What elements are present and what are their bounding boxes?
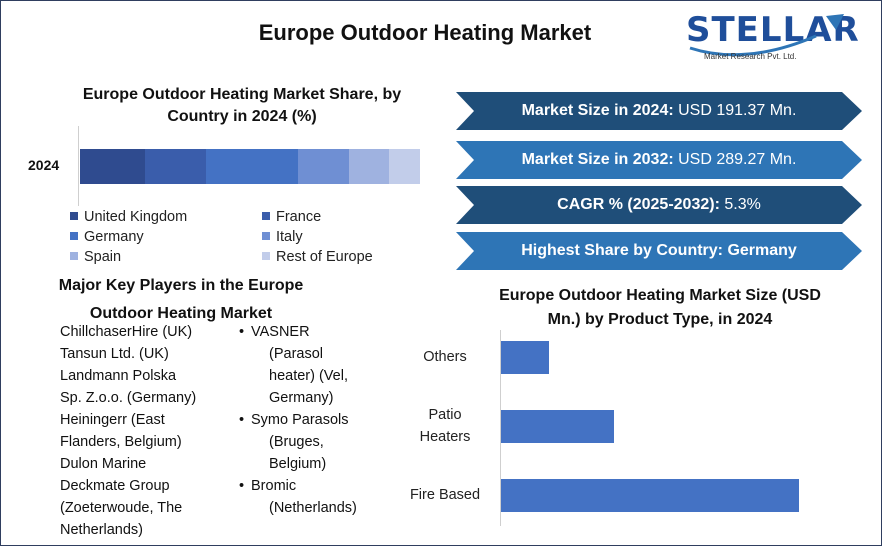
stat-banner-arrow-shape: [456, 141, 862, 179]
stat-banner: Highest Share by Country: Germany: [456, 232, 862, 270]
legend-item: Rest of Europe: [262, 249, 373, 265]
size-bar-label: Others: [395, 346, 495, 368]
legend-label: Rest of Europe: [276, 249, 373, 265]
key-player-item: • Symo Parasols (Bruges, Belgium): [237, 409, 377, 475]
stat-banner-arrow-shape: [456, 186, 862, 224]
key-players-title: Major Key Players in the Europe Outdoor …: [36, 272, 326, 328]
key-player-line: Bromic: [251, 478, 297, 494]
stat-value: USD 289.27 Mn.: [673, 151, 797, 168]
share-chart-axis: [78, 126, 79, 206]
key-player-line: Sp. Z.o.o. (Germany): [60, 390, 197, 406]
size-chart-axis: [500, 330, 501, 526]
legend-label: Germany: [84, 229, 144, 245]
key-player-line: Heiningerr (East: [60, 412, 165, 428]
stat-banner: Market Size in 2032: USD 289.27 Mn.: [456, 141, 862, 179]
legend-swatch: [70, 212, 78, 220]
size-bar-label: Patio Heaters: [395, 404, 495, 448]
stat-label: Market Size in 2032:: [521, 151, 674, 168]
key-player-line: VASNER: [251, 324, 310, 340]
key-players-title-line: Major Key Players in the Europe: [58, 277, 304, 294]
size-bar-label-line: Fire Based: [409, 487, 481, 503]
size-bar-label-line: Others: [423, 349, 467, 365]
key-players-list-2: • VASNER (Parasol heater) (Vel, Germany) • Sym…: [237, 321, 377, 519]
key-player-line: Symo Parasols: [251, 412, 349, 428]
legend-label: Spain: [84, 249, 122, 265]
size-bar-label: Fire Based: [395, 484, 495, 506]
key-player-line: (Parasol: [269, 346, 323, 362]
page-title: Europe Outdoor Heating Market: [258, 20, 592, 45]
share-bar-segment: [205, 149, 298, 184]
share-bar-segment: [389, 149, 420, 184]
share-chart-title: Europe Outdoor Heating Market Share, by …: [52, 84, 432, 128]
legend-label: Italy: [276, 229, 303, 245]
legend-swatch: [262, 212, 270, 220]
size-bar: [501, 341, 549, 374]
stat-text: Market Size in 2024: USD 191.37 Mn.: [522, 102, 797, 120]
size-bar: [501, 479, 799, 512]
logo-subtext: Market Research Pvt. Ltd.: [704, 52, 797, 61]
legend-item: France: [262, 209, 321, 225]
key-player-line: Deckmate Group: [60, 478, 170, 494]
key-player-line: (Bruges,: [269, 434, 324, 450]
stat-banner: Market Size in 2024: USD 191.37 Mn.: [456, 92, 862, 130]
legend-item: United Kingdom: [70, 209, 187, 225]
stat-banner: CAGR % (2025-2032): 5.3%: [456, 186, 862, 224]
key-player-item: • Bromic (Netherlands): [237, 475, 377, 519]
stat-text: Highest Share by Country: Germany: [521, 242, 797, 260]
key-player-line: (Netherlands): [269, 500, 357, 516]
key-players-list-1: ChillchaserHire (UK) Tansun Ltd. (UK) Land…: [60, 321, 240, 541]
bullet-icon: •: [239, 324, 245, 340]
size-bar-label-line: Heaters: [419, 429, 471, 445]
share-chart-title-line: Country in 2024 (%): [167, 108, 317, 125]
size-bar-label-line: Patio: [428, 407, 462, 423]
share-bar-segment: [144, 149, 206, 184]
stellar-logo: STELLAR Market Research Pvt. Ltd.: [676, 6, 876, 68]
legend-item: Germany: [70, 229, 144, 245]
key-player-line: Landmann Polska: [60, 368, 177, 384]
legend-swatch: [262, 252, 270, 260]
share-chart-title-line: Europe Outdoor Heating Market Share, by: [82, 86, 402, 103]
share-bar-segment: [348, 149, 390, 184]
key-player-line: Netherlands): [60, 522, 144, 538]
key-player-line: Flanders, Belgium): [60, 434, 182, 450]
key-player-line: Germany): [269, 390, 334, 406]
legend-swatch: [262, 232, 270, 240]
size-chart-title-line: Mn.) by Product Type, in 2024: [547, 311, 773, 328]
stat-value: 5.3%: [719, 196, 761, 213]
legend-swatch: [70, 232, 78, 240]
key-player-line: Dulon Marine: [60, 456, 147, 472]
stat-text: CAGR % (2025-2032): 5.3%: [557, 196, 761, 214]
legend-item: Italy: [262, 229, 303, 245]
stat-text: Market Size in 2032: USD 289.27 Mn.: [522, 151, 797, 169]
legend-swatch: [70, 252, 78, 260]
bullet-icon: •: [239, 412, 245, 428]
share-chart-category-label: 2024: [28, 157, 60, 173]
key-player-line: Belgium): [269, 456, 327, 472]
legend-item: Spain: [70, 249, 121, 265]
key-player-item: • VASNER (Parasol heater) (Vel, Germany): [237, 321, 377, 409]
logo-arrow-icon: [689, 14, 844, 57]
stat-banner-arrow-shape: [456, 232, 862, 270]
legend-label: United Kingdom: [84, 209, 188, 225]
legend-label: France: [276, 209, 322, 225]
share-bar-segment: [297, 149, 349, 184]
size-chart-title-line: Europe Outdoor Heating Market Size (USD: [499, 287, 821, 304]
stat-label: Highest Share by Country: Germany: [521, 242, 797, 259]
size-bar: [501, 410, 615, 443]
stat-label: Market Size in 2024:: [521, 102, 674, 119]
key-player-line: ChillchaserHire (UK): [60, 324, 193, 340]
bullet-icon: •: [239, 478, 245, 494]
key-player-line: heater) (Vel,: [269, 368, 348, 384]
share-stacked-bar: [80, 149, 420, 184]
key-players-title-line: Outdoor Heating Market: [89, 305, 273, 322]
stat-value: USD 191.37 Mn.: [673, 102, 797, 119]
key-player-line: Tansun Ltd. (UK): [60, 346, 169, 362]
share-bar-segment: [80, 149, 145, 184]
stat-banner-arrow-shape: [456, 92, 862, 130]
key-player-line: (Zoeterwoude, The: [60, 500, 183, 516]
size-chart-title: Europe Outdoor Heating Market Size (USD …: [450, 284, 870, 332]
stat-label: CAGR % (2025-2032):: [557, 196, 720, 213]
